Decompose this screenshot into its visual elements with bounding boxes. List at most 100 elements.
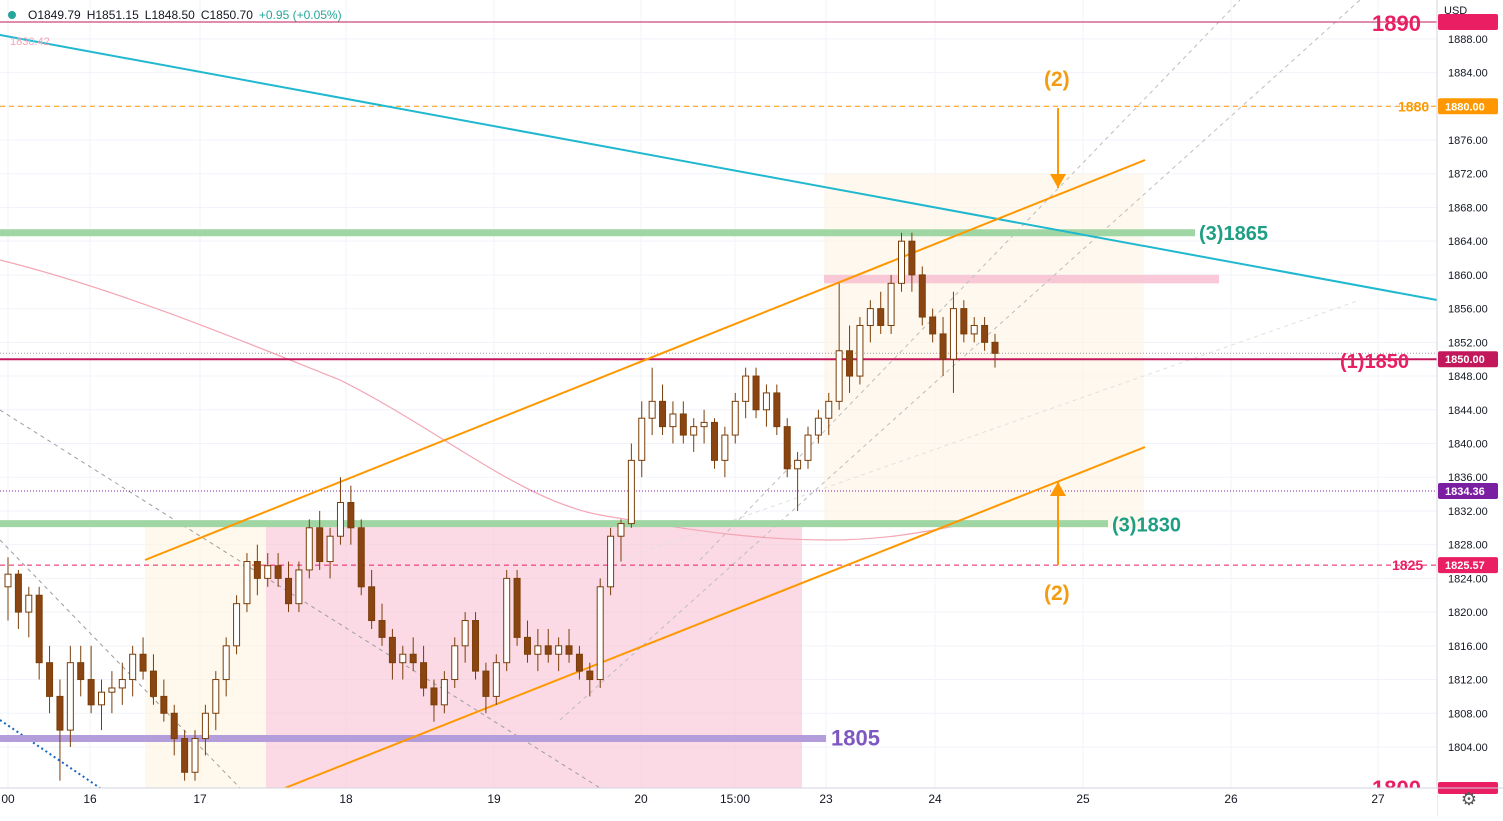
x-tick-label: 20 xyxy=(634,792,648,806)
candle-body xyxy=(513,577,521,638)
ohlc-legend: O1849.79 H1851.15 L1848.50 C1850.70 +0.9… xyxy=(8,8,342,22)
price-badge xyxy=(1438,98,1498,115)
ohlc-low: L1848.50 xyxy=(144,8,195,22)
price-badge xyxy=(1438,557,1498,574)
candle-body xyxy=(742,375,750,402)
candle-body xyxy=(77,662,85,681)
candle-body xyxy=(243,561,251,605)
candle-body xyxy=(66,662,74,731)
ohlc-change: +0.95 (+0.05%) xyxy=(258,8,342,22)
candle-body xyxy=(285,577,293,605)
ohlc-high: H1851.15 xyxy=(86,8,139,22)
candle-body xyxy=(970,324,978,335)
candle-body xyxy=(347,502,355,529)
top-left-price-label: 1830.42 xyxy=(10,36,50,48)
candle-body xyxy=(170,712,178,740)
candle-body xyxy=(118,679,126,689)
candle-body xyxy=(461,620,469,647)
candle-body xyxy=(264,565,272,579)
candle-body xyxy=(794,459,802,470)
candle-body xyxy=(949,308,957,360)
candle-body xyxy=(46,662,54,697)
candle-body xyxy=(14,573,22,613)
candle-body xyxy=(25,594,33,613)
candle-body xyxy=(897,240,905,284)
x-tick-label: 00 xyxy=(1,792,15,806)
candle-body xyxy=(440,679,448,706)
label-1830: (3)1830 xyxy=(1112,515,1181,537)
x-tick-label: 25 xyxy=(1076,792,1090,806)
price-badge-label: 1825.57 xyxy=(1445,560,1485,572)
price-badge xyxy=(1438,483,1498,500)
channel-upper-line xyxy=(144,159,1146,561)
candle-body xyxy=(420,662,428,689)
candle-body xyxy=(856,324,864,377)
candle-body xyxy=(586,670,594,681)
x-tick-label: 15:00 xyxy=(720,792,750,806)
ohlc-close: C1850.70 xyxy=(200,8,253,22)
candle-body xyxy=(773,392,781,428)
candle-body xyxy=(523,636,531,655)
candle-body xyxy=(87,679,95,706)
price-axis xyxy=(1437,0,1503,816)
y-tick-label: 1864.00 xyxy=(1448,236,1488,248)
candle-body xyxy=(368,586,376,622)
candle-body xyxy=(825,400,833,419)
candle-body xyxy=(357,527,365,588)
candle-body xyxy=(596,586,604,681)
candle-body xyxy=(399,653,407,664)
y-tick-label: 1812.00 xyxy=(1448,675,1488,687)
status-dot-icon xyxy=(8,11,16,19)
candle-body xyxy=(555,645,563,655)
settings-gear-icon[interactable]: ⚙ xyxy=(1460,789,1478,809)
candle-body xyxy=(877,308,885,326)
y-tick-label: 1836.00 xyxy=(1448,472,1488,484)
candle-body xyxy=(918,274,926,318)
candle-body xyxy=(659,400,667,428)
candle-body xyxy=(492,662,500,697)
y-tick-label: 1884.00 xyxy=(1448,68,1488,80)
price-badge-label: 1850.00 xyxy=(1445,354,1485,366)
candle-body xyxy=(336,502,344,537)
candle-body xyxy=(939,333,947,360)
resistance-zone xyxy=(824,274,1219,284)
candle-body xyxy=(783,426,791,470)
candle-body xyxy=(191,738,199,773)
y-tick-label: 1820.00 xyxy=(1448,607,1488,619)
candle-body xyxy=(981,324,989,343)
candle-body xyxy=(617,523,625,537)
candle-body xyxy=(35,594,43,664)
label-1850: (1)1850 xyxy=(1340,351,1409,373)
x-tick-label: 18 xyxy=(339,792,353,806)
candle-body xyxy=(108,687,116,693)
shade-pink-box xyxy=(266,523,802,788)
label-1805: 1805 xyxy=(831,726,880,751)
y-tick-label: 1824.00 xyxy=(1448,573,1488,585)
arrow-up-head xyxy=(1050,482,1066,496)
y-tick-label: 1840.00 xyxy=(1448,439,1488,451)
x-tick-label: 24 xyxy=(928,792,942,806)
candle-body xyxy=(887,282,895,326)
candle-body xyxy=(690,426,698,436)
candle-body xyxy=(648,400,656,419)
arrow-down-head xyxy=(1050,174,1066,188)
candle-body xyxy=(233,603,241,647)
candle-body xyxy=(814,417,822,436)
channel-lower-line xyxy=(284,446,1146,789)
y-tick-label: 1816.00 xyxy=(1448,641,1488,653)
y-tick-label: 1832.00 xyxy=(1448,506,1488,518)
descending-trendline xyxy=(0,34,1438,301)
candle-body xyxy=(451,645,459,681)
candle-body xyxy=(4,573,12,588)
shade-right-box xyxy=(824,173,1144,528)
candle-body xyxy=(762,392,770,411)
candle-body xyxy=(482,670,490,697)
candle-body xyxy=(212,679,220,714)
y-tick-label: 1860.00 xyxy=(1448,270,1488,282)
currency-label[interactable]: USD xyxy=(1444,5,1468,17)
candle-body xyxy=(607,535,615,588)
candle-body xyxy=(295,569,303,605)
label-1865: (3)1865 xyxy=(1199,223,1268,245)
